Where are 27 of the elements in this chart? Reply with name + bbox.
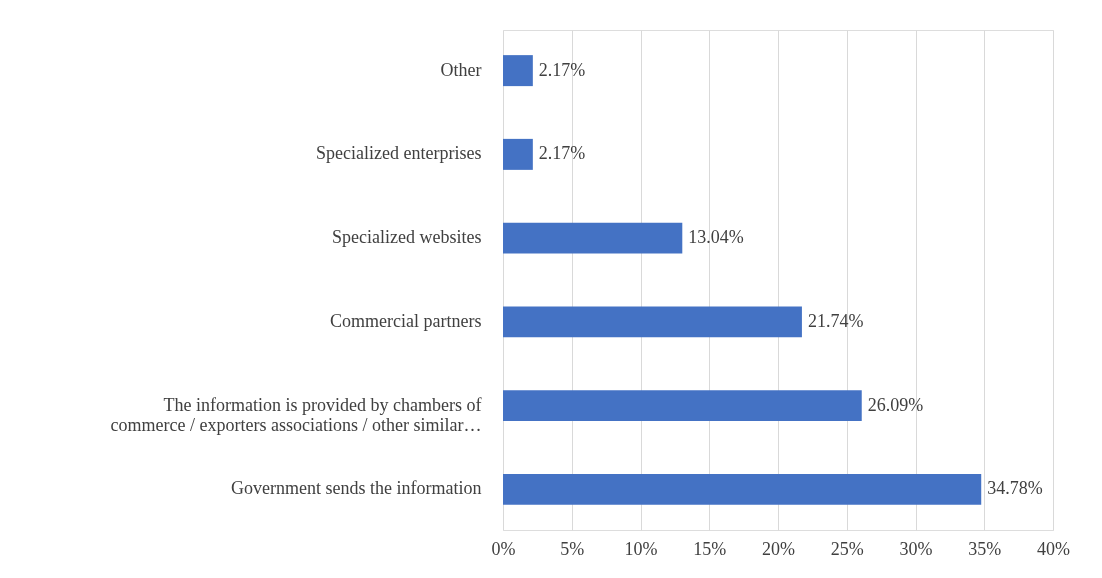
x-tick-label: 5%	[560, 538, 585, 559]
bar	[503, 306, 802, 338]
y-tick-label: Specialized websites	[332, 227, 482, 248]
x-tick-label: 20%	[762, 538, 795, 559]
bar	[503, 390, 862, 422]
y-tick-label: Specialized enterprises	[316, 143, 482, 164]
data-label: 2.17%	[538, 143, 586, 164]
bar	[503, 138, 533, 170]
x-tick-label: 40%	[1037, 538, 1070, 559]
data-label: 21.74%	[807, 310, 864, 331]
bar	[503, 55, 533, 87]
y-tick-label: Commercial partners	[330, 310, 482, 331]
x-tick-label: 0%	[491, 538, 516, 559]
y-tick-label: Government sends the information	[231, 478, 482, 499]
x-tick-label: 10%	[624, 538, 658, 559]
x-tick-label: 35%	[968, 538, 1002, 559]
data-label: 2.17%	[538, 59, 586, 80]
x-tick-label: 30%	[899, 538, 933, 559]
y-tick-label: The information is provided by chambers of commerce / exporters associations / other similar…	[110, 394, 482, 435]
bar	[503, 473, 982, 505]
data-label: 26.09%	[867, 394, 924, 415]
data-label: 13.04%	[688, 227, 744, 248]
data-label: 34.78%	[987, 478, 1043, 499]
x-tick-label: 25%	[830, 538, 864, 559]
bar	[503, 222, 683, 254]
x-tick-label: 15%	[693, 538, 727, 559]
y-tick-label: Other	[440, 59, 482, 80]
